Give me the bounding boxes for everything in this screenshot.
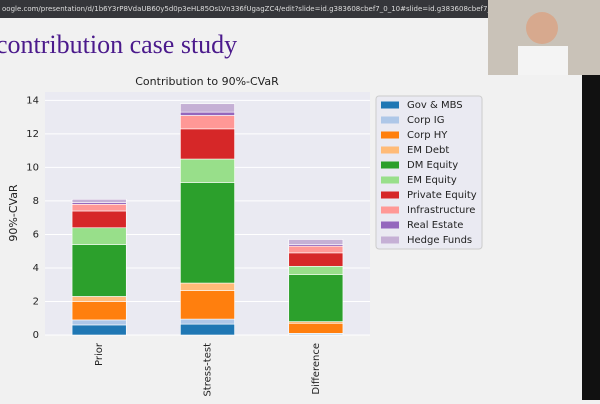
url[interactable]: oogle.com/presentation/d/1b6Y3rP8VdaUB60…: [2, 5, 508, 13]
legend-label: DM Equity: [407, 160, 458, 171]
legend-swatch: [381, 191, 399, 199]
bar-segment: [288, 322, 344, 334]
y-tick-label: 14: [26, 95, 39, 106]
bar-segment: [288, 252, 344, 267]
x-tick-label: Stress-test: [203, 343, 214, 397]
bar-segment: [71, 210, 127, 229]
legend-swatch: [381, 101, 399, 109]
bar-segment: [71, 227, 127, 245]
legend-swatch: [381, 236, 399, 244]
slide-title: contribution case study: [0, 30, 237, 59]
y-tick-label: 0: [33, 330, 39, 341]
bar-segment: [180, 103, 235, 113]
legend-swatch: [381, 116, 399, 124]
y-axis-label: 90%-CVaR: [7, 184, 20, 242]
bar-segment: [71, 244, 127, 297]
bar-segment: [180, 282, 235, 291]
webcam-shirt: [518, 46, 568, 75]
bar-segment: [180, 128, 235, 160]
bar-segment: [180, 115, 235, 130]
address-bar: [0, 0, 600, 18]
legend-label: Real Estate: [407, 220, 463, 231]
bar-segment: [180, 182, 235, 284]
legend-label: EM Debt: [407, 145, 449, 156]
bar-segment: [71, 319, 127, 326]
bar-segment: [71, 296, 127, 302]
y-tick-label: 4: [33, 263, 39, 274]
legend-swatch: [381, 161, 399, 169]
webcam-person: [526, 12, 558, 44]
legend-label: Hedge Funds: [407, 235, 472, 246]
legend-label: Corp IG: [407, 115, 444, 126]
legend-label: EM Equity: [407, 175, 457, 186]
y-tick-label: 12: [26, 129, 39, 140]
legend: [375, 95, 483, 250]
bar-segment: [288, 245, 344, 254]
bar-segment: [288, 274, 344, 322]
legend-label: Private Equity: [407, 190, 477, 201]
y-tick-label: 2: [33, 296, 39, 307]
legend-swatch: [381, 146, 399, 154]
bar-segment: [180, 111, 235, 116]
bar-segment: [71, 198, 127, 203]
bar-segment: [180, 158, 235, 183]
x-tick-label: Difference: [311, 343, 322, 395]
bar-segment: [71, 301, 127, 321]
legend-label: Infrastructure: [407, 205, 475, 216]
bar-segment: [180, 323, 235, 336]
side-strip: [582, 18, 600, 400]
bar-segment: [180, 290, 235, 320]
legend-swatch: [381, 206, 399, 214]
bar-segment: [288, 239, 344, 245]
bar-segment: [180, 318, 235, 325]
legend-swatch: [381, 131, 399, 139]
chart-title: Contribution to 90%-CVaR: [135, 75, 279, 88]
legend-label: Gov & MBS: [407, 100, 463, 111]
x-tick-label: Prior: [94, 342, 105, 366]
legend-swatch: [381, 176, 399, 184]
bar-segment: [288, 265, 344, 275]
y-tick-label: 8: [33, 196, 39, 207]
legend-swatch: [381, 221, 399, 229]
legend-label: Corp HY: [407, 130, 448, 141]
bar-segment: [71, 203, 127, 212]
bar-segment: [71, 324, 127, 336]
y-tick-label: 10: [26, 162, 39, 173]
y-tick-label: 6: [33, 229, 39, 240]
